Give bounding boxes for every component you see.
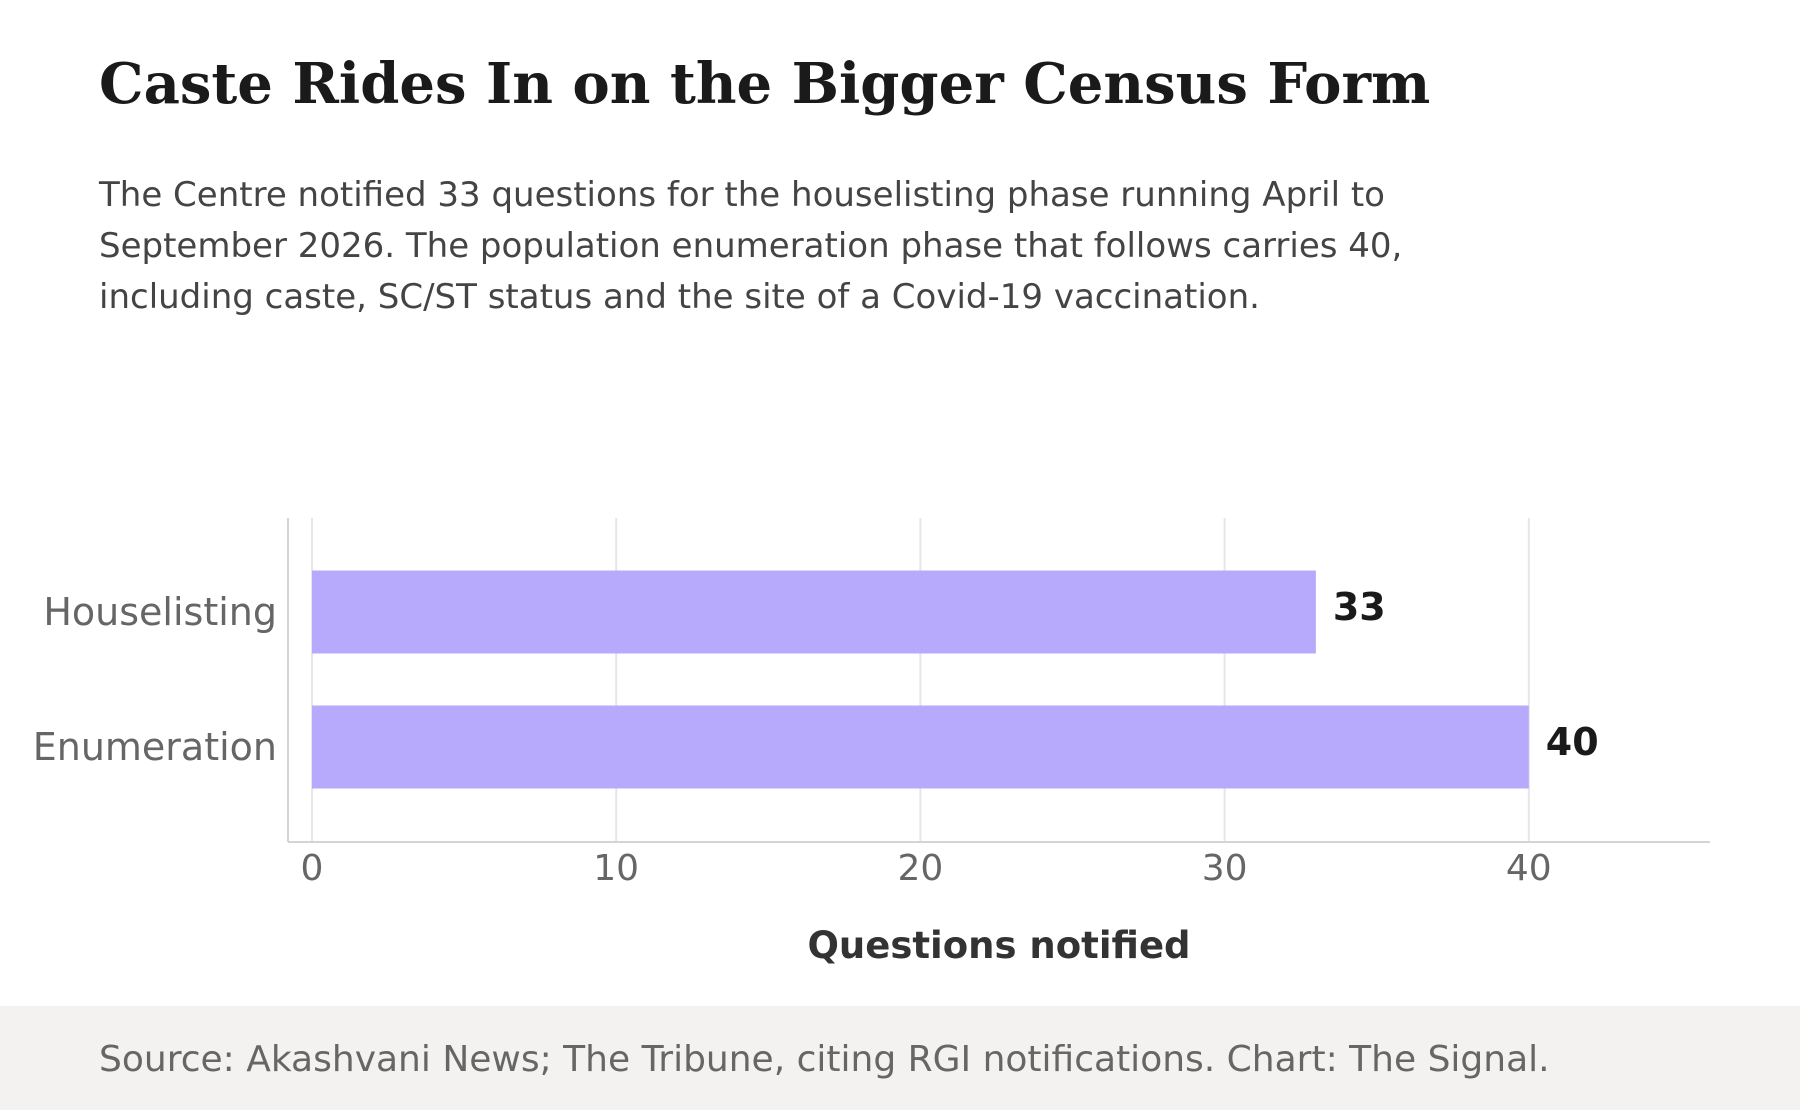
- x-tick-label: 0: [301, 848, 324, 889]
- x-axis-label: Questions notified: [807, 924, 1190, 967]
- footer: Source: Akashvani News; The Tribune, cit…: [0, 1006, 1800, 1110]
- category-labels: Houselisting Enumeration: [33, 590, 277, 769]
- bar-chart: 0 10 20 30 40 Houselisting Enumeration 33 40 Q…: [33, 518, 1710, 967]
- source-note: Source: Akashvani News; The Tribune, cit…: [99, 1039, 1550, 1080]
- bar-houselisting: [312, 570, 1316, 654]
- x-tick-label: 10: [593, 848, 639, 889]
- bars: [312, 570, 1529, 789]
- gridlines: [311, 518, 1530, 842]
- x-tick-labels: 0 10 20 30 40: [301, 848, 1552, 889]
- x-tick-label: 30: [1202, 848, 1248, 889]
- chart-title: Caste Rides In on the Bigger Census Form: [99, 51, 1431, 117]
- data-label: 33: [1333, 585, 1386, 629]
- x-tick-label: 40: [1506, 848, 1552, 889]
- x-tick-label: 20: [897, 848, 943, 889]
- data-label: 40: [1546, 720, 1599, 764]
- bar-enumeration: [312, 705, 1529, 789]
- data-labels: 33 40: [1333, 585, 1599, 764]
- category-label: Houselisting: [43, 590, 277, 634]
- category-label: Enumeration: [33, 725, 277, 769]
- chart-subtitle: The Centre notified 33 questions for the…: [99, 175, 1403, 317]
